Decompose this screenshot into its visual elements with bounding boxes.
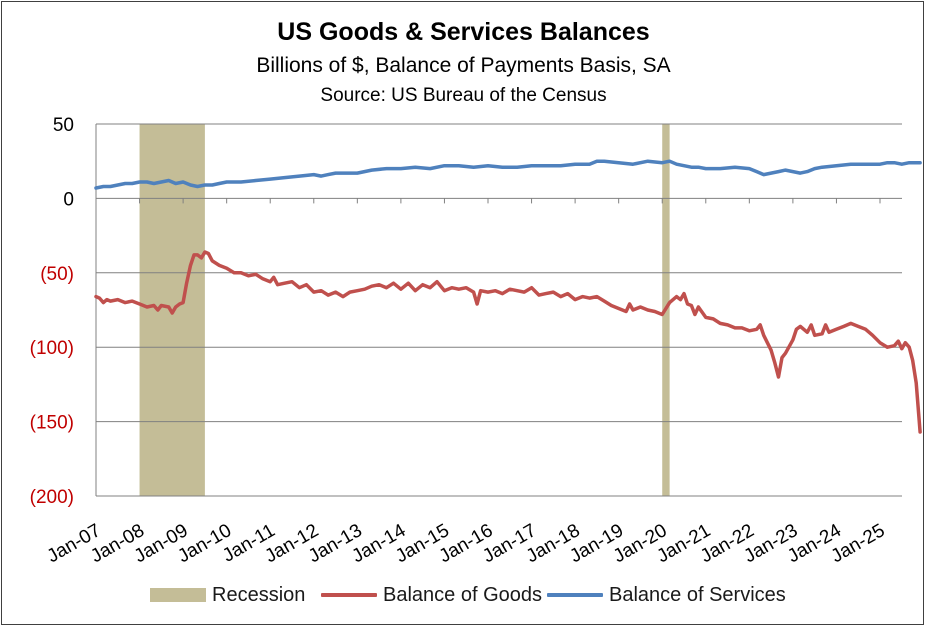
legend-swatch-recession [150, 588, 206, 602]
gridlines [96, 123, 902, 497]
legend-swatch-goods [321, 593, 377, 597]
recession-bands [139, 124, 670, 496]
y-tick-label-3: (100) [30, 338, 74, 359]
y-tick-labels: 50 0 (50) (100) (150) (200) [30, 115, 74, 508]
legend-item-goods: Balance of Goods [321, 582, 542, 608]
y-tick-label-2: (50) [40, 264, 74, 285]
legend: Recession Balance of Goods Balance of Se… [0, 582, 927, 608]
series-line-services [94, 159, 922, 190]
y-tick-label-1: 0 [63, 189, 74, 210]
legend-label-recession: Recession [212, 583, 306, 606]
y-tick-label-0: 50 [53, 115, 74, 136]
series-lines [94, 159, 922, 434]
x-tick-labels: Jan-07Jan-08Jan-09Jan-10Jan-11Jan-12Jan-… [44, 520, 889, 567]
chart-source: Source: US Bureau of the Census [320, 85, 607, 106]
y-tick-label-4: (150) [30, 413, 74, 434]
legend-label-services: Balance of Services [609, 583, 786, 606]
legend-label-goods: Balance of Goods [383, 583, 542, 606]
series-line-goods [94, 250, 922, 434]
legend-swatch-services [547, 593, 603, 597]
chart-subtitle: Billions of $, Balance of Payments Basis… [256, 54, 671, 77]
y-tick-label-5: (200) [30, 487, 74, 508]
legend-item-recession: Recession [150, 582, 305, 608]
legend-item-services: Balance of Services [547, 582, 786, 608]
chart-title: US Goods & Services Balances [277, 18, 650, 46]
axes [95, 124, 902, 496]
